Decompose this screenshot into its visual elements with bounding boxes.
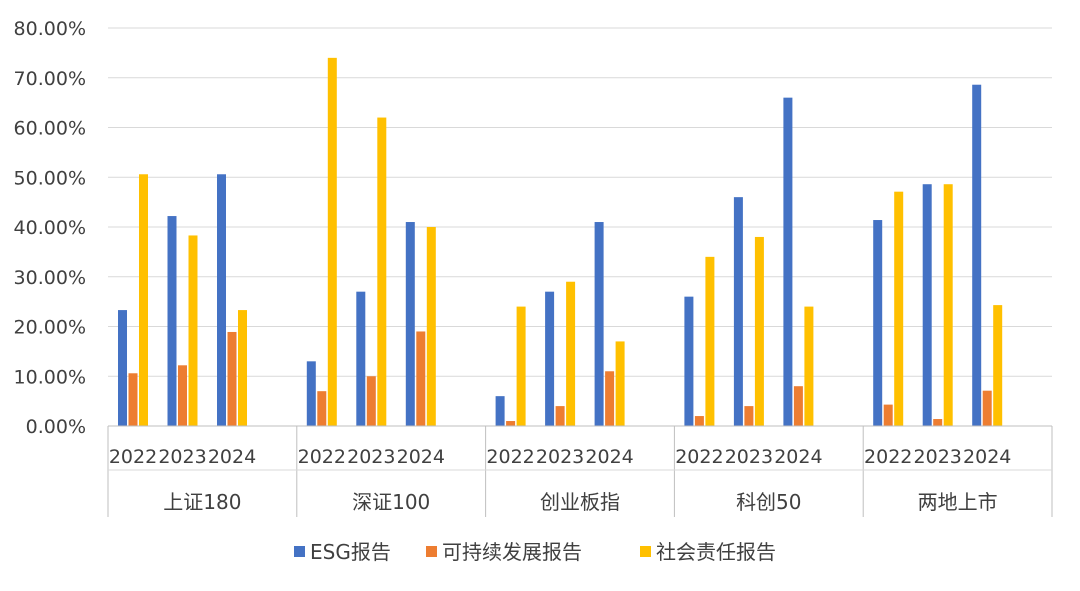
y-tick-label: 80.00% bbox=[14, 18, 86, 40]
bar-社会责任报告-两地上市-2022 bbox=[894, 191, 904, 426]
bar-社会责任报告-科创50-2024 bbox=[804, 306, 814, 426]
x-tick-year-label: 2022 bbox=[675, 446, 723, 468]
y-tick-label: 70.00% bbox=[14, 68, 86, 90]
legend-label: 可持续发展报告 bbox=[442, 540, 582, 564]
bar-ESG报告-上证180-2023 bbox=[167, 216, 177, 426]
legend: ESG报告 可持续发展报告 社会责任报告 bbox=[294, 540, 776, 564]
x-group-label: 上证180 bbox=[163, 490, 241, 514]
bar-ESG报告-创业板指-2022 bbox=[495, 396, 505, 426]
legend-item: 社会责任报告 bbox=[640, 540, 776, 564]
legend-label: ESG报告 bbox=[310, 540, 391, 564]
bar-社会责任报告-创业板指-2023 bbox=[566, 281, 576, 426]
x-tick-year-label: 2023 bbox=[725, 446, 773, 468]
x-tick-year-label: 2023 bbox=[536, 446, 584, 468]
bar-可持续发展报告-上证180-2023 bbox=[178, 365, 187, 426]
legend-item: ESG报告 bbox=[294, 540, 391, 564]
legend-swatch bbox=[426, 546, 437, 557]
x-group-label: 科创50 bbox=[736, 490, 801, 514]
y-tick-label: 50.00% bbox=[14, 167, 86, 189]
bar-可持续发展报告-上证180-2024 bbox=[227, 331, 237, 426]
x-tick-year-label: 2023 bbox=[158, 446, 206, 468]
bar-可持续发展报告-科创50-2023 bbox=[744, 406, 754, 426]
bar-ESG报告-深证100-2023 bbox=[356, 291, 366, 426]
bar-可持续发展报告-两地上市-2023 bbox=[933, 419, 943, 426]
bar-ESG报告-科创50-2023 bbox=[733, 197, 743, 426]
bar-社会责任报告-深证100-2022 bbox=[327, 57, 337, 426]
x-tick-year-label: 2022 bbox=[109, 446, 157, 468]
bar-ESG报告-两地上市-2024 bbox=[972, 84, 982, 426]
bar-可持续发展报告-两地上市-2024 bbox=[982, 390, 992, 426]
x-tick-year-label: 2023 bbox=[347, 446, 395, 468]
bar-可持续发展报告-深证100-2024 bbox=[416, 331, 426, 426]
bar-ESG报告-两地上市-2022 bbox=[873, 220, 883, 426]
bar-社会责任报告-科创50-2023 bbox=[754, 236, 764, 426]
y-axis-labels: 0.00% 10.00% 20.00% 30.00% 40.00% 50.00% 60.00… bbox=[14, 18, 86, 438]
y-tick-label: 30.00% bbox=[14, 267, 86, 289]
bar-ESG报告-两地上市-2023 bbox=[922, 184, 932, 426]
legend-label: 社会责任报告 bbox=[656, 540, 776, 564]
y-tick-label: 60.00% bbox=[14, 118, 86, 140]
y-tick-label: 40.00% bbox=[14, 217, 86, 239]
bar-社会责任报告-上证180-2022 bbox=[139, 174, 148, 426]
x-tick-year-label: 2024 bbox=[585, 446, 633, 468]
bar-可持续发展报告-深证100-2022 bbox=[317, 391, 327, 426]
bar-可持续发展报告-创业板指-2022 bbox=[506, 421, 516, 426]
bar-ESG报告-上证180-2024 bbox=[217, 174, 226, 426]
bar-社会责任报告-上证180-2023 bbox=[188, 235, 198, 426]
bar-ESG报告-深证100-2022 bbox=[306, 361, 316, 426]
y-tick-label: 0.00% bbox=[26, 416, 86, 438]
bar-ESG报告-科创50-2024 bbox=[783, 97, 793, 427]
x-group-label: 深证100 bbox=[352, 490, 430, 514]
x-tick-year-label: 2024 bbox=[774, 446, 822, 468]
bar-可持续发展报告-深证100-2023 bbox=[366, 376, 376, 426]
bar-社会责任报告-深证100-2023 bbox=[377, 117, 387, 427]
bars bbox=[118, 57, 1003, 427]
bar-可持续发展报告-创业板指-2023 bbox=[555, 406, 565, 426]
bar-可持续发展报告-上证180-2022 bbox=[128, 373, 138, 426]
bar-社会责任报告-上证180-2024 bbox=[238, 310, 247, 426]
bar-ESG报告-科创50-2022 bbox=[684, 296, 694, 426]
bar-ESG报告-创业板指-2024 bbox=[594, 222, 604, 426]
bar-ESG报告-深证100-2024 bbox=[405, 222, 415, 426]
bar-社会责任报告-创业板指-2024 bbox=[615, 341, 625, 426]
x-tick-year-label: 2022 bbox=[298, 446, 346, 468]
bar-ESG报告-上证180-2022 bbox=[118, 310, 127, 426]
bar-可持续发展报告-创业板指-2024 bbox=[605, 371, 615, 426]
x-tick-year-label: 2024 bbox=[397, 446, 445, 468]
x-tick-year-label: 2022 bbox=[864, 446, 912, 468]
bar-社会责任报告-科创50-2022 bbox=[705, 256, 715, 426]
bar-可持续发展报告-科创50-2024 bbox=[793, 386, 803, 426]
x-group-label: 两地上市 bbox=[918, 490, 998, 514]
bar-ESG报告-创业板指-2023 bbox=[545, 291, 555, 426]
x-group-label: 创业板指 bbox=[540, 490, 620, 514]
y-tick-label: 10.00% bbox=[14, 366, 86, 388]
x-tick-year-label: 2024 bbox=[963, 446, 1011, 468]
legend-swatch bbox=[640, 546, 651, 557]
y-tick-label: 20.00% bbox=[14, 317, 86, 339]
legend-swatch bbox=[294, 546, 305, 557]
x-tick-year-label: 2024 bbox=[208, 446, 256, 468]
bar-社会责任报告-深证100-2024 bbox=[426, 227, 436, 426]
x-tick-year-label: 2022 bbox=[486, 446, 534, 468]
bar-社会责任报告-两地上市-2024 bbox=[993, 305, 1003, 426]
gridlines bbox=[108, 27, 1052, 377]
legend-item: 可持续发展报告 bbox=[426, 540, 582, 564]
bar-可持续发展报告-科创50-2022 bbox=[694, 416, 704, 426]
x-tick-year-label: 2023 bbox=[914, 446, 962, 468]
bar-可持续发展报告-两地上市-2022 bbox=[883, 404, 893, 426]
bar-社会责任报告-创业板指-2022 bbox=[516, 306, 526, 426]
bar-社会责任报告-两地上市-2023 bbox=[943, 184, 953, 426]
